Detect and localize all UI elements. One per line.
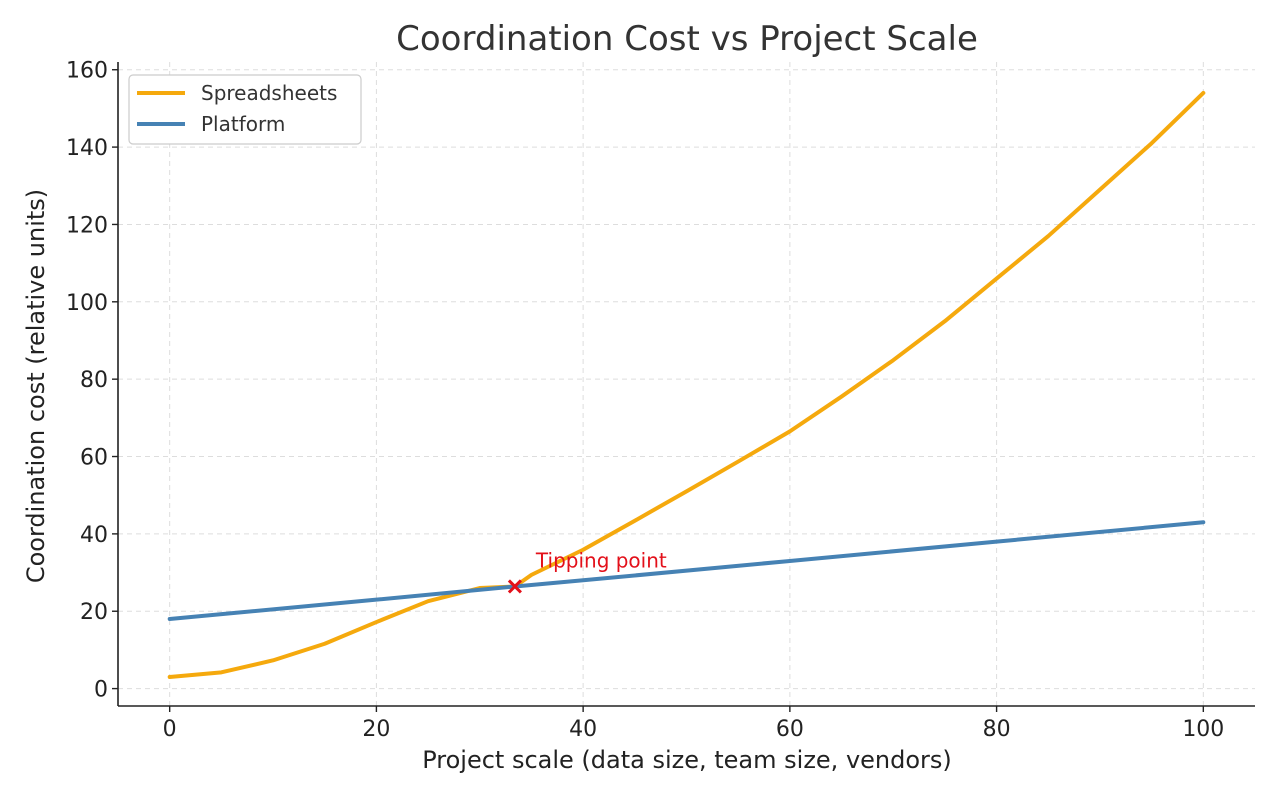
ticks: 0 20 40 60 80 100 0 20 40 60 80 100 120 140 160 (66, 59, 1224, 742)
y-axis-title: Coordination cost (relative units) (22, 189, 50, 583)
y-tick-label: 0 (94, 678, 108, 703)
y-tick-label: 20 (80, 600, 108, 625)
x-tick-label: 100 (1182, 717, 1224, 742)
legend-label-spreadsheets: Spreadsheets (201, 81, 337, 105)
series-line-platform (167, 520, 1206, 621)
x-tick-label: 80 (983, 717, 1011, 742)
annotation-label: Tipping point (535, 548, 667, 572)
series-group (167, 90, 1206, 679)
legend-box (128, 74, 362, 145)
y-tick-label: 160 (66, 59, 108, 84)
legend-label-platform: Platform (201, 112, 285, 136)
marker-x-stroke (507, 579, 522, 594)
annotations: Tipping point (507, 548, 667, 594)
series-line-spreadsheets (167, 90, 1206, 679)
y-tick-label: 100 (66, 291, 108, 316)
y-tick-label: 80 (80, 368, 108, 393)
x-axis-title: Project scale (data size, team size, ven… (422, 746, 952, 774)
axes (117, 62, 1255, 707)
x-tick-label: 20 (362, 717, 390, 742)
x-tick-label: 40 (569, 717, 597, 742)
annotation-marker (507, 579, 522, 594)
chart-title: Coordination Cost vs Project Scale (396, 19, 978, 59)
grid (118, 62, 1255, 706)
x-tick-label: 0 (163, 717, 177, 742)
x-tick-label: 60 (776, 717, 804, 742)
y-tick-label: 40 (80, 523, 108, 548)
y-tick-label: 60 (80, 446, 108, 471)
y-tick-label: 140 (66, 136, 108, 161)
legend: Spreadsheets Platform (128, 74, 362, 145)
y-tick-label: 120 (66, 213, 108, 238)
